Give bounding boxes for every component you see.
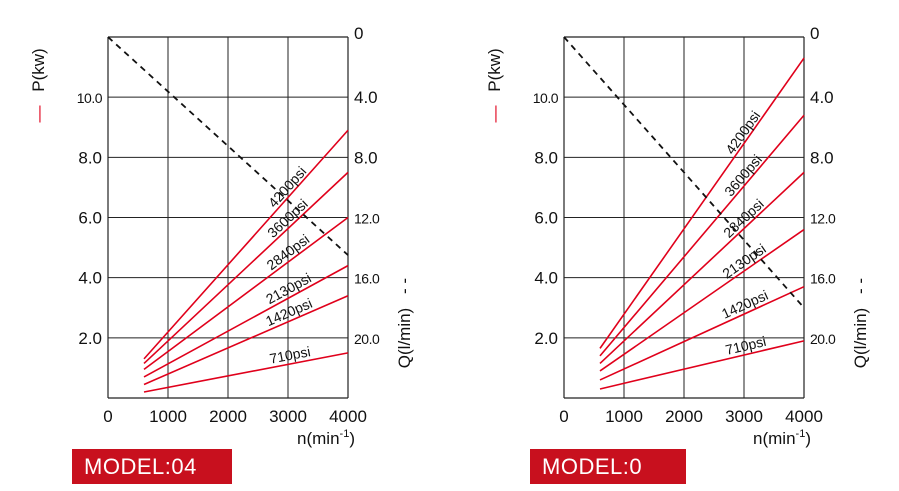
pressure-series-label: 2840psi xyxy=(720,196,767,241)
flow-tick-label: 0 xyxy=(810,24,819,43)
flow-tick-label: 4.0 xyxy=(354,88,378,107)
power-tick-label: 2.0 xyxy=(78,329,102,348)
pressure-series-line xyxy=(143,171,349,364)
x-axis-title: n(min-1) xyxy=(753,428,811,448)
pressure-series-line xyxy=(599,340,805,390)
power-axis-title-group: — P(kw) xyxy=(485,48,504,122)
power-axis-title: P(kw) xyxy=(29,48,48,91)
model-badge-background xyxy=(530,449,686,484)
x-tick-label: 2000 xyxy=(665,407,703,426)
power-legend-mark: — xyxy=(485,106,504,123)
x-tick-label: 3000 xyxy=(269,407,307,426)
x-axis-title-end: ) xyxy=(349,429,355,448)
flow-tick-label: 16.0 xyxy=(354,271,380,287)
flow-tick-label: 8.0 xyxy=(810,148,834,167)
power-tick-label: 4.0 xyxy=(534,269,558,288)
pressure-series-line xyxy=(143,294,349,386)
x-axis-title-base: n(min xyxy=(753,429,796,448)
x-tick-label: 4000 xyxy=(329,407,367,426)
pressure-series-label: 4200psi xyxy=(722,108,763,157)
flow-tick-label: 16.0 xyxy=(810,271,836,287)
x-tick-label: 0 xyxy=(103,407,112,426)
x-axis-title-end: ) xyxy=(805,429,811,448)
power-tick-label: 8.0 xyxy=(534,148,558,167)
power-tick-label: 6.0 xyxy=(534,209,558,228)
pressure-series-label: 3600psi xyxy=(721,151,765,199)
x-tick-label: 3000 xyxy=(725,407,763,426)
power-tick-label: 10.0 xyxy=(77,90,103,106)
power-tick-label: 4.0 xyxy=(78,269,102,288)
flow-axis-title-group: Q(l/min) - - xyxy=(851,278,870,368)
pressure-series-label: 1420psi xyxy=(719,287,770,322)
flow-tick-label: 20.0 xyxy=(354,331,380,347)
x-tick-label: 0 xyxy=(559,407,568,426)
power-axis-title-group: — P(kw) xyxy=(29,48,48,122)
model-badge-label: MODEL:04 xyxy=(84,454,197,479)
flow-series-line xyxy=(563,36,805,309)
power-tick-label: 10.0 xyxy=(533,90,559,106)
flow-tick-label: 4.0 xyxy=(810,88,834,107)
pressure-series-line xyxy=(143,216,349,371)
pressure-series-line xyxy=(143,129,349,360)
pressure-series-line xyxy=(599,228,805,372)
x-tick-label: 1000 xyxy=(605,407,643,426)
power-legend-mark: — xyxy=(29,106,48,123)
pressure-series-line xyxy=(143,264,349,378)
flow-legend-mark: - - xyxy=(395,278,414,294)
model-badge: MODEL:0 xyxy=(530,449,686,484)
model-badge: MODEL:04 xyxy=(72,449,232,484)
pressure-series-line xyxy=(599,114,805,357)
flow-tick-label: 0 xyxy=(354,24,363,43)
pressure-series-line xyxy=(599,57,805,349)
pressure-series-line xyxy=(143,352,349,393)
chart-panel-1: 0 1000 2000 3000 4000 n(min-1) 2.0 4.0 6.0 8.0 10.… xyxy=(29,24,414,448)
model-badge-background xyxy=(72,449,232,484)
chart-panel-2: 0 1000 2000 3000 4000 n(min-1) 2.0 4.0 6.0 8.0 10.… xyxy=(485,24,870,448)
x-tick-label: 2000 xyxy=(209,407,247,426)
power-tick-label: 8.0 xyxy=(78,148,102,167)
flow-axis-title-group: Q(l/min) - - xyxy=(395,278,414,368)
flow-axis-title: Q(l/min) xyxy=(395,308,414,368)
power-axis-title: P(kw) xyxy=(485,48,504,91)
flow-tick-label: 12.0 xyxy=(810,211,836,227)
pressure-series-label: 710psi xyxy=(268,343,312,366)
x-axis-title-superscript: -1 xyxy=(340,428,350,440)
flow-tick-label: 8.0 xyxy=(354,148,378,167)
power-tick-label: 6.0 xyxy=(78,209,102,228)
pressure-series-line xyxy=(599,171,805,364)
x-tick-label: 1000 xyxy=(149,407,187,426)
flow-tick-label: 12.0 xyxy=(354,211,380,227)
pressure-series-line xyxy=(599,285,805,381)
x-axis-title-base: n(min xyxy=(297,429,340,448)
x-axis-title: n(min-1) xyxy=(297,428,355,448)
power-tick-label: 2.0 xyxy=(534,329,558,348)
flow-axis-title: Q(l/min) xyxy=(851,308,870,368)
model-badge-label: MODEL:0 xyxy=(542,454,642,479)
flow-legend-mark: - - xyxy=(851,278,870,294)
flow-tick-label: 20.0 xyxy=(810,331,836,347)
x-tick-label: 4000 xyxy=(785,407,823,426)
x-axis-title-superscript: -1 xyxy=(796,428,806,440)
